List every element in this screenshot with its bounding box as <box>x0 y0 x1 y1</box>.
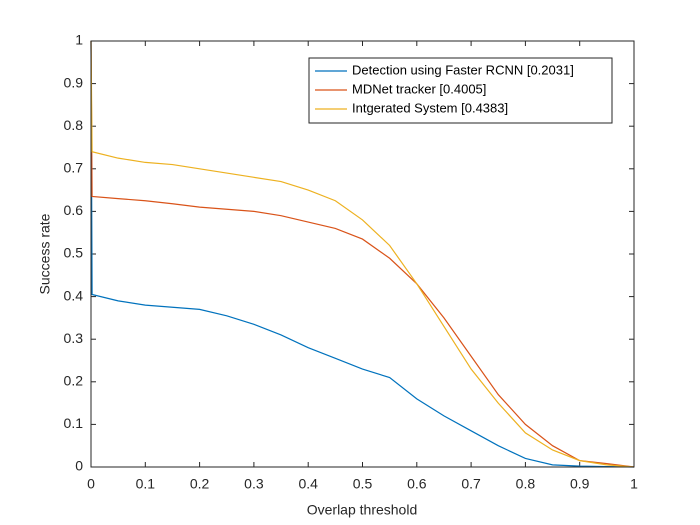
y-tick-label: 0.1 <box>64 415 84 431</box>
x-tick-label: 0.5 <box>353 476 373 492</box>
y-tick-label: 0.9 <box>64 74 84 90</box>
y-tick-label: 0.4 <box>64 287 84 303</box>
legend-label: Detection using Faster RCNN [0.2031] <box>352 62 574 77</box>
series-line <box>90 40 635 468</box>
x-tick-label: 0.8 <box>516 476 536 492</box>
series-line <box>90 40 635 468</box>
y-tick-label: 0.5 <box>64 245 84 261</box>
x-tick-label: 0.9 <box>570 476 590 492</box>
x-tick-label: 0.6 <box>407 476 427 492</box>
y-tick-label: 0.8 <box>64 117 84 133</box>
axes-box <box>90 40 635 468</box>
x-tick-label: 0.4 <box>298 476 318 492</box>
x-tick-label: 1 <box>630 476 638 492</box>
y-tick-label: 0 <box>75 458 83 474</box>
legend-box <box>308 57 613 124</box>
y-axis-label: Success rate <box>37 213 53 294</box>
y-tick-label: 1 <box>75 32 83 48</box>
y-tick-label: 0.3 <box>64 330 84 346</box>
x-tick-label: 0 <box>87 476 95 492</box>
x-tick-label: 0.2 <box>190 476 210 492</box>
x-tick-label: 0.1 <box>136 476 156 492</box>
x-tick-label: 0.3 <box>244 476 264 492</box>
series-line <box>90 40 635 468</box>
legend-label: Intgerated System [0.4383] <box>352 100 508 115</box>
y-tick-label: 0.2 <box>64 373 84 389</box>
y-tick-label: 0.6 <box>64 202 84 218</box>
legend-label: MDNet tracker [0.4005] <box>352 81 486 96</box>
y-tick-label: 0.7 <box>64 160 84 176</box>
x-tick-label: 0.7 <box>461 476 481 492</box>
x-axis-label: Overlap threshold <box>307 502 418 518</box>
